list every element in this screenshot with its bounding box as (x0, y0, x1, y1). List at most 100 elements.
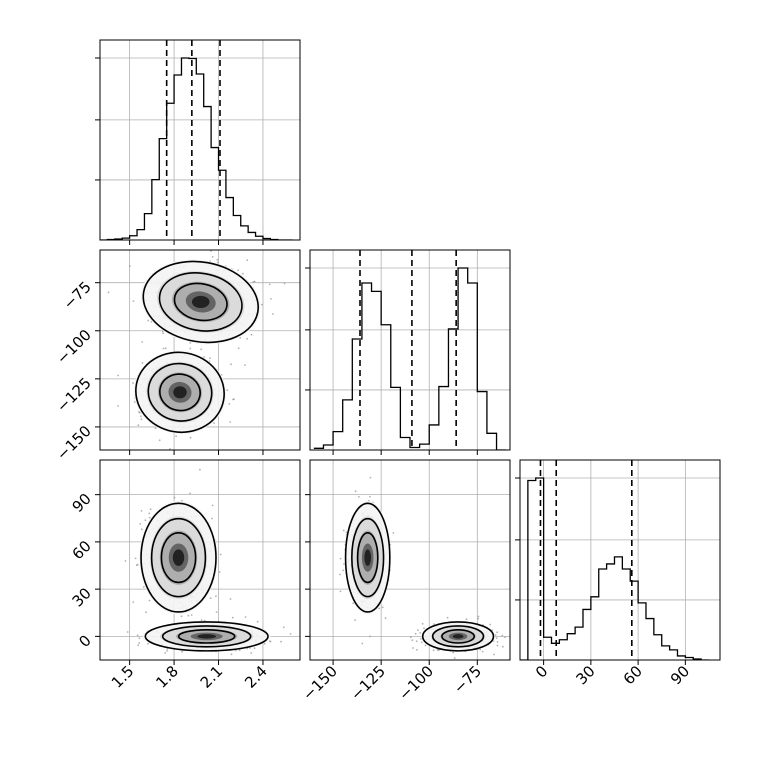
sample-point (415, 640, 418, 643)
sample-point (218, 571, 221, 573)
sample-point (124, 560, 127, 562)
sample-point (132, 601, 135, 603)
histogram-panel-p2: 0 30 60 90 (515, 459, 721, 688)
sample-point (494, 634, 497, 636)
sample-point (189, 492, 192, 495)
x-tick-label: 2.4 (241, 662, 271, 692)
sample-point (239, 337, 242, 339)
density-contour (160, 532, 197, 584)
sample-point (358, 496, 360, 498)
sample-point (107, 291, 110, 294)
sample-point (169, 448, 171, 450)
sample-point (354, 490, 357, 493)
sample-point (137, 644, 140, 647)
sample-point (216, 261, 219, 264)
axes-frame (99, 459, 301, 661)
density-contour (150, 517, 207, 598)
density-peak (197, 634, 217, 639)
sample-point (381, 606, 384, 609)
sample-point (138, 642, 141, 644)
sample-point (148, 599, 151, 602)
density-contour (158, 272, 243, 332)
sample-point (282, 626, 285, 629)
sample-point (477, 615, 480, 618)
sample-point (134, 557, 137, 560)
sample-point (154, 427, 157, 429)
sample-point (411, 639, 414, 642)
sample-point (263, 642, 266, 645)
sample-point (147, 319, 150, 322)
density-contour (140, 502, 217, 613)
sample-point (252, 281, 255, 283)
sample-point (452, 651, 455, 654)
density-peak (191, 295, 210, 308)
sample-point (189, 342, 192, 344)
sample-point (250, 333, 253, 336)
y-tick-label: 90 (69, 490, 95, 516)
sample-point (190, 614, 193, 616)
sample-point (229, 421, 232, 423)
x-tick-label: −100 (395, 662, 437, 704)
sample-point (352, 602, 355, 605)
sample-point (244, 364, 246, 366)
sample-point (142, 586, 145, 588)
sample-point (412, 647, 414, 649)
x-tick-label: −150 (299, 662, 341, 704)
sample-point (496, 644, 499, 647)
sample-point (187, 614, 190, 617)
sample-point (420, 641, 423, 644)
sample-point (453, 657, 456, 659)
density-contour (173, 282, 228, 322)
sample-point (244, 616, 247, 618)
sample-point (501, 634, 504, 637)
sample-point (137, 424, 140, 427)
sample-point (132, 300, 135, 302)
sample-point (215, 611, 218, 613)
sample-point (117, 374, 119, 377)
y-tick-label: −100 (53, 326, 95, 368)
sample-point (213, 422, 215, 424)
sample-point (140, 415, 142, 418)
sample-point (140, 418, 143, 421)
y-tick-label: −75 (60, 278, 95, 313)
y-tick-label: 30 (69, 584, 95, 610)
sample-point (138, 637, 141, 639)
sample-point (181, 650, 184, 653)
sample-point (378, 607, 381, 610)
axes-frame (309, 249, 511, 451)
sample-point (175, 435, 178, 437)
sample-point (158, 439, 161, 442)
sample-point (342, 529, 345, 532)
sample-point (361, 642, 364, 645)
density-contour (147, 362, 213, 422)
sample-point (189, 347, 192, 350)
sample-point (496, 641, 499, 643)
sample-point (342, 569, 344, 572)
density-contour (159, 373, 201, 412)
histogram-panel-p0 (95, 39, 301, 245)
sample-point (495, 637, 498, 639)
sample-point (339, 590, 342, 593)
axes-frame (99, 249, 301, 451)
sample-point (211, 504, 214, 507)
sample-point (489, 623, 491, 626)
sample-point (216, 258, 219, 261)
sample-point (203, 619, 206, 622)
y-tick-label: 0 (75, 631, 94, 650)
sample-point (409, 636, 412, 639)
sample-point (417, 629, 419, 632)
sample-point (504, 636, 506, 639)
sample-point (232, 398, 234, 401)
x-tick-label: 90 (667, 662, 693, 688)
x-tick-label: −75 (450, 662, 485, 697)
sample-point (246, 337, 249, 340)
density-peak (364, 549, 372, 566)
sample-point (126, 631, 129, 633)
sample-point (148, 512, 151, 515)
sample-point (200, 619, 203, 621)
histogram-step (100, 57, 293, 240)
y-tick-label: −150 (53, 422, 95, 464)
sample-point (147, 642, 149, 645)
sample-point (242, 272, 244, 275)
sample-point (312, 640, 314, 642)
